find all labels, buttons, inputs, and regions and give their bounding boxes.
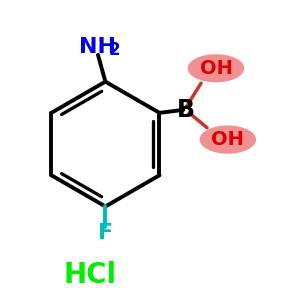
Text: NH: NH xyxy=(80,38,116,58)
Text: OH: OH xyxy=(212,130,244,149)
Text: 2: 2 xyxy=(109,41,120,59)
Text: OH: OH xyxy=(200,59,232,78)
Text: B: B xyxy=(177,98,195,122)
Ellipse shape xyxy=(188,54,244,82)
Ellipse shape xyxy=(200,125,256,154)
Text: F: F xyxy=(98,223,113,243)
Text: HCl: HCl xyxy=(64,261,117,289)
